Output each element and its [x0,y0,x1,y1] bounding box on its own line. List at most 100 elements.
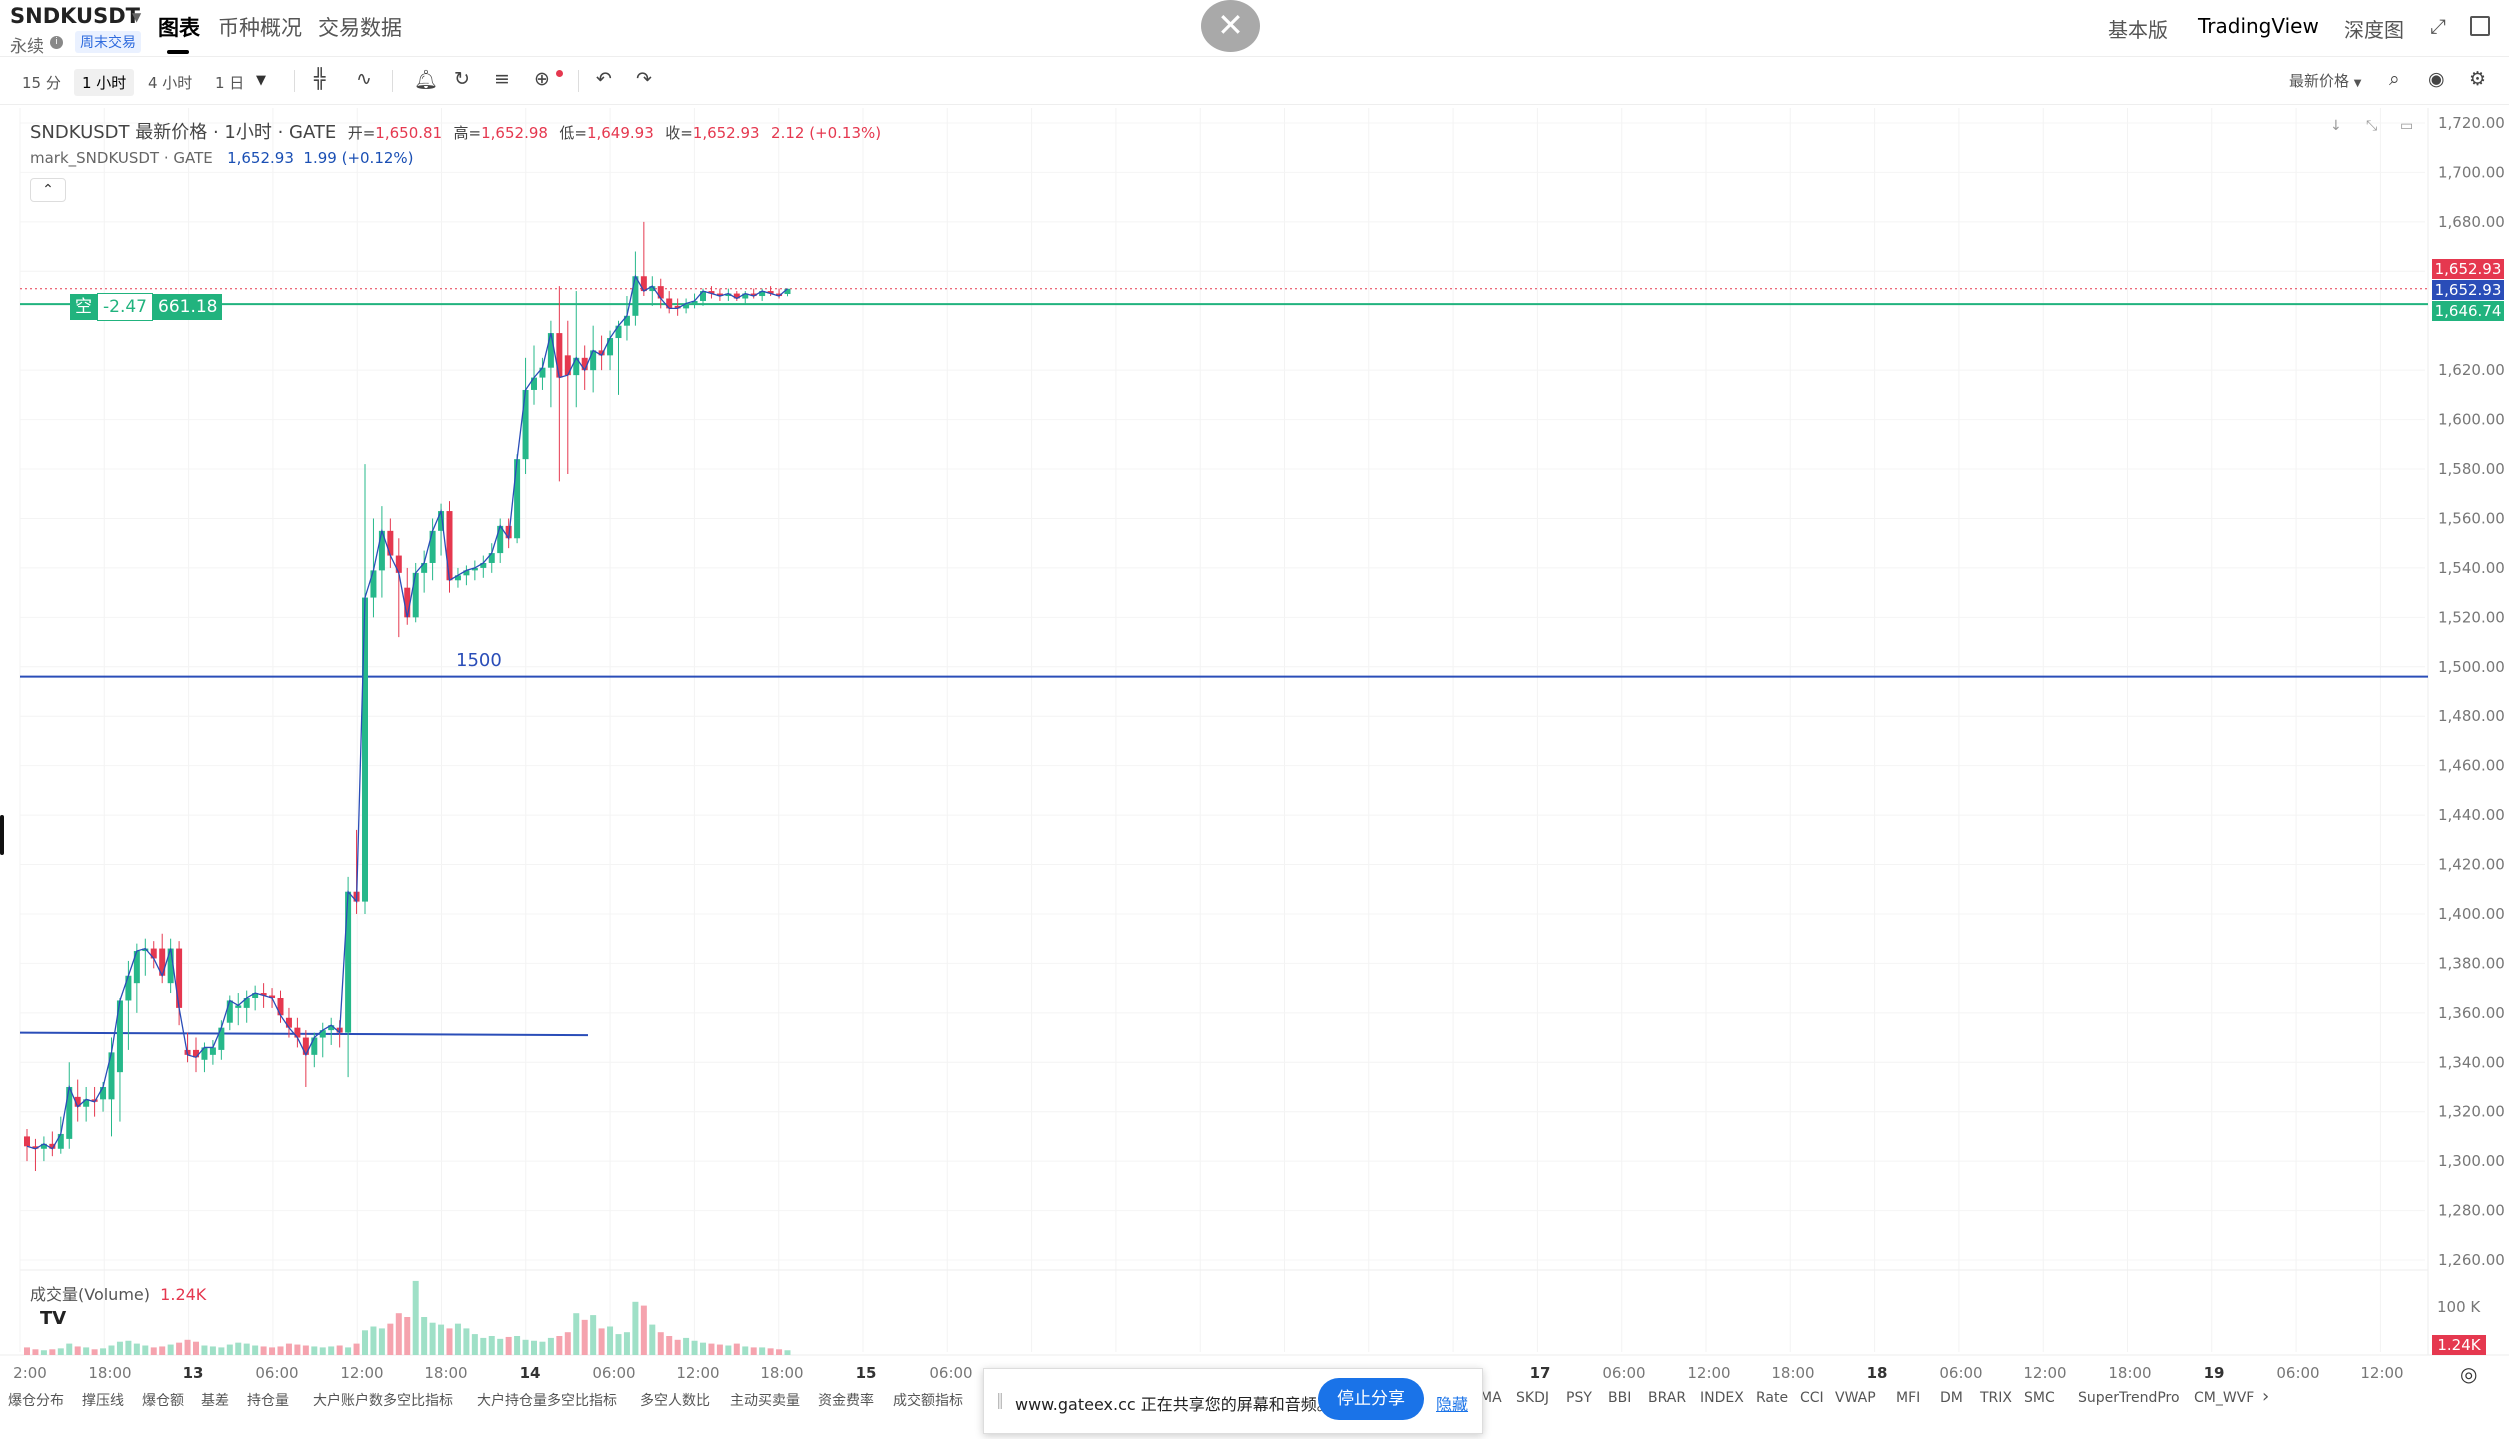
indicator-item[interactable]: BRAR [1648,1390,1687,1406]
indicator-item[interactable]: 爆仓分布 [8,1393,64,1409]
timeframe-15m[interactable]: 15 分 [22,74,61,92]
fullscreen-icon[interactable] [2470,16,2490,36]
close-icon[interactable]: ✕ [1201,0,1260,52]
tab-basic[interactable]: 基本版 [2108,18,2168,42]
indicator-item[interactable]: 撑压线 [82,1393,124,1409]
gear-icon[interactable]: ⚙ [2469,68,2487,90]
volume-value: 1.24K [160,1285,207,1304]
active-tab-indicator [167,50,189,54]
candle-body [590,350,597,371]
volume-bar [615,1334,622,1355]
indicator-item[interactable]: 资金费率 [818,1393,874,1409]
tab-depth[interactable]: 深度图 [2344,18,2404,42]
candle-body [784,288,791,295]
timeframe-1d[interactable]: 1 日 [215,74,245,92]
time-settings-icon[interactable]: ◎ [2460,1362,2478,1386]
volume-bar [159,1346,166,1355]
search-icon[interactable]: ⌕ [2389,68,2400,90]
x-axis-tick-label: 06:00 [1602,1364,1645,1382]
candle-body [378,530,385,571]
indicator-item[interactable]: Rate [1756,1390,1789,1406]
tab-coin-overview[interactable]: 币种概况 [218,16,302,40]
indicator-item[interactable]: INDEX [1700,1390,1744,1406]
indicator-item[interactable]: CCI [1800,1390,1824,1406]
y-axis-tick-label: 1,480.00 [2438,707,2505,725]
indicator-item[interactable]: SKDJ [1516,1390,1549,1406]
tab-tradingview[interactable]: TradingView [2198,14,2319,38]
indicator-item[interactable]: DM [1940,1390,1963,1406]
indicator-item[interactable]: 成交额指标 [893,1393,963,1409]
indicator-item[interactable]: 大户持仓量多空比指标 [477,1393,617,1409]
divider [392,70,393,92]
candle-body [514,459,521,539]
indicator-item[interactable]: 爆仓额 [142,1393,184,1409]
indicator-item[interactable]: 持仓量 [247,1393,289,1409]
volume-bar [657,1332,664,1355]
stop-sharing-button[interactable]: 停止分享 [1318,1378,1424,1420]
candle-body [480,562,487,568]
x-axis-tick-label: 19 [2204,1364,2225,1382]
drawer-handle[interactable] [0,815,4,855]
chevron-right-icon[interactable]: › [2262,1386,2270,1407]
timeframe-4h[interactable]: 4 小时 [148,74,193,92]
replay-icon[interactable]: ↻ [454,68,470,90]
maximize-icon[interactable]: ▭ [2400,118,2414,134]
price-source-selector[interactable]: 最新价格 ▼ [2289,70,2362,91]
x-axis-tick-label: 18:00 [1771,1364,1814,1382]
redo-icon[interactable]: ↷ [636,68,652,90]
volume-bar [370,1326,377,1355]
add-icon[interactable]: ⊕ [534,68,550,90]
volume-bar [218,1347,225,1355]
candle-body [615,325,622,339]
indicator-item[interactable]: BBI [1608,1390,1632,1406]
indicator-item[interactable]: TRIX [1980,1390,2012,1406]
expand-icon[interactable]: ⤢ [2430,14,2446,38]
indicator-item[interactable]: 主动买卖量 [730,1393,800,1409]
timeframe-1h[interactable]: 1 小时 [74,69,135,96]
position-badge[interactable]: 空 -2.47 661.18 [70,293,223,321]
volume-bar [666,1336,673,1355]
hide-banner-link[interactable]: 隐藏 [1436,1395,1469,1414]
indicator-item[interactable]: MFI [1896,1390,1921,1406]
indicator-item[interactable]: CM_WVF [2194,1390,2255,1406]
volume-bar [378,1328,385,1355]
candle-type-icon[interactable]: ╬ [314,68,326,90]
indicator-item[interactable]: PSY [1566,1390,1592,1406]
timeframe-dropdown-icon[interactable]: ▼ [256,73,266,88]
indicator-item[interactable]: 大户账户数多空比指标 [313,1393,453,1409]
collapse-icon[interactable]: ⤡ [2366,118,2378,134]
volume-bar [488,1336,495,1355]
volume-bar [150,1347,157,1355]
volume-bar [598,1328,605,1355]
chevron-down-icon[interactable]: ▼ [132,10,142,24]
y-axis-tick-label: 1,600.00 [2438,411,2505,429]
symbol-selector[interactable]: SNDKUSDT [10,4,140,28]
undo-icon[interactable]: ↶ [596,68,612,90]
templates-icon[interactable]: ≡ [494,68,510,90]
volume-bar [176,1342,183,1355]
indicator-item[interactable]: 基差 [201,1393,229,1409]
volume-bar [607,1326,614,1355]
y-axis-tick-label: 1,380.00 [2438,954,2505,972]
candle-body [328,1025,335,1031]
arrow-down-icon[interactable]: ↓ [2330,118,2342,134]
y-axis-tick-label: 1,300.00 [2438,1152,2505,1170]
drag-handle-icon[interactable]: ‖ [996,1390,1004,1409]
collapse-legend-button[interactable]: ⌃ [30,178,66,202]
indicator-item[interactable]: MA [1480,1390,1502,1406]
indicators-icon[interactable]: ∿ [356,68,372,90]
volume-bar [319,1347,326,1355]
volume-bar [108,1345,115,1355]
volume-bar [733,1343,740,1355]
alert-bell-icon[interactable]: 🔔︎ [414,69,439,91]
tab-chart[interactable]: 图表 [158,16,200,40]
tab-trade-data[interactable]: 交易数据 [318,16,402,40]
indicator-item[interactable]: VWAP [1835,1390,1876,1406]
info-icon[interactable]: i [50,36,63,49]
camera-icon[interactable]: ◉ [2428,68,2445,90]
indicator-item[interactable]: SuperTrendPro [2078,1390,2180,1406]
indicator-item[interactable]: SMC [2024,1390,2055,1406]
candle-body [505,525,512,539]
indicator-item[interactable]: 多空人数比 [640,1393,710,1409]
